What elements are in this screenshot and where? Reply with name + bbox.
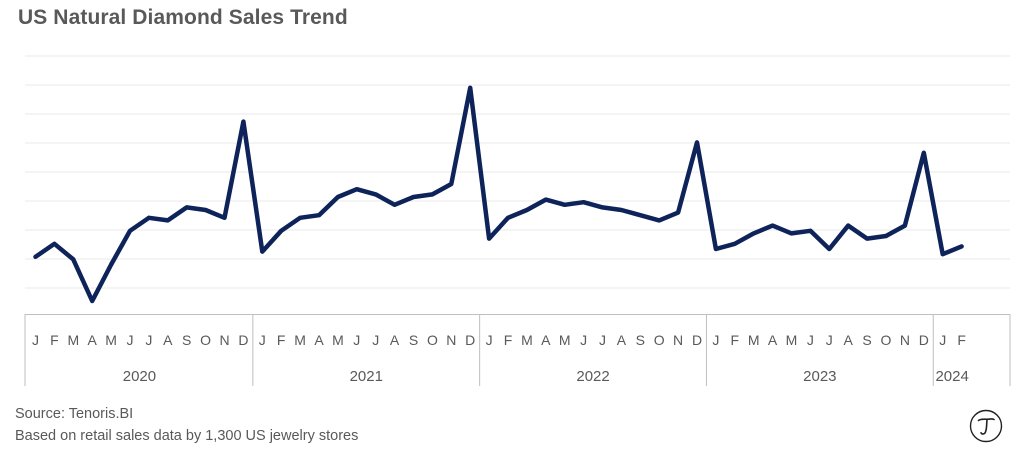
gridlines [25, 55, 1010, 289]
source-line: Source: Tenoris.BI [15, 406, 134, 422]
methodology-line: Based on retail sales data by 1,300 US j… [15, 428, 359, 444]
month-tick-label: M [559, 332, 571, 348]
month-tick-label: N [673, 332, 683, 348]
month-tick-label: F [957, 332, 966, 348]
year-label: 2023 [803, 368, 836, 385]
month-tick-label: J [353, 332, 360, 348]
month-tick-label: F [504, 332, 513, 348]
month-tick-label: M [521, 332, 533, 348]
month-tick-label: J [580, 332, 587, 348]
month-tick-label: O [654, 332, 665, 348]
chart-title: US Natural Diamond Sales Trend [18, 6, 348, 29]
month-tick-label: M [294, 332, 306, 348]
month-tick-label: A [390, 332, 400, 348]
month-tick-label: S [636, 332, 645, 348]
month-tick-label: A [844, 332, 854, 348]
month-tick-label: A [314, 332, 324, 348]
month-tick-label: N [446, 332, 456, 348]
month-tick-label: D [919, 332, 929, 348]
month-tick-label: A [163, 332, 173, 348]
month-tick-label: N [219, 332, 229, 348]
month-tick-label: A [541, 332, 551, 348]
year-label: 2021 [350, 368, 383, 385]
month-tick-label: M [332, 332, 344, 348]
sales-trend-line [33, 85, 964, 304]
month-tick-label: N [900, 332, 910, 348]
month-tick-label: J [372, 332, 379, 348]
month-tick-label: D [465, 332, 475, 348]
month-tick-label: F [50, 332, 59, 348]
month-tick-label: M [67, 332, 79, 348]
series-layer [33, 85, 964, 304]
source-note: Source: Tenoris.BI Based on retail sales… [15, 403, 358, 447]
month-tick-label: J [486, 332, 493, 348]
month-tick-label: D [692, 332, 702, 348]
month-tick-label: M [786, 332, 798, 348]
month-tick-label: D [238, 332, 248, 348]
month-tick-label: J [259, 332, 266, 348]
month-tick-label: O [427, 332, 438, 348]
month-tick-label: J [127, 332, 134, 348]
month-tick-label: S [182, 332, 191, 348]
month-tick-label: F [731, 332, 740, 348]
month-tick-label: J [599, 332, 606, 348]
x-axis [24, 314, 1011, 386]
month-tick-label: J [939, 332, 946, 348]
month-tick-label: J [807, 332, 814, 348]
month-tick-label: A [768, 332, 778, 348]
month-tick-label: F [277, 332, 286, 348]
year-label: 2024 [935, 368, 968, 385]
month-tick-label: M [105, 332, 117, 348]
month-tick-label: A [88, 332, 98, 348]
tenoris-t-logo-icon [969, 409, 1003, 443]
month-tick-label: O [200, 332, 211, 348]
year-label: 2020 [123, 368, 156, 385]
month-tick-label: S [862, 332, 871, 348]
year-label: 2022 [576, 368, 609, 385]
month-tick-label: J [712, 332, 719, 348]
month-tick-label: O [881, 332, 892, 348]
month-tick-label: J [145, 332, 152, 348]
month-tick-label: M [748, 332, 760, 348]
month-tick-label: S [409, 332, 418, 348]
month-tick-label: A [617, 332, 627, 348]
month-tick-label: J [32, 332, 39, 348]
month-tick-label: J [826, 332, 833, 348]
